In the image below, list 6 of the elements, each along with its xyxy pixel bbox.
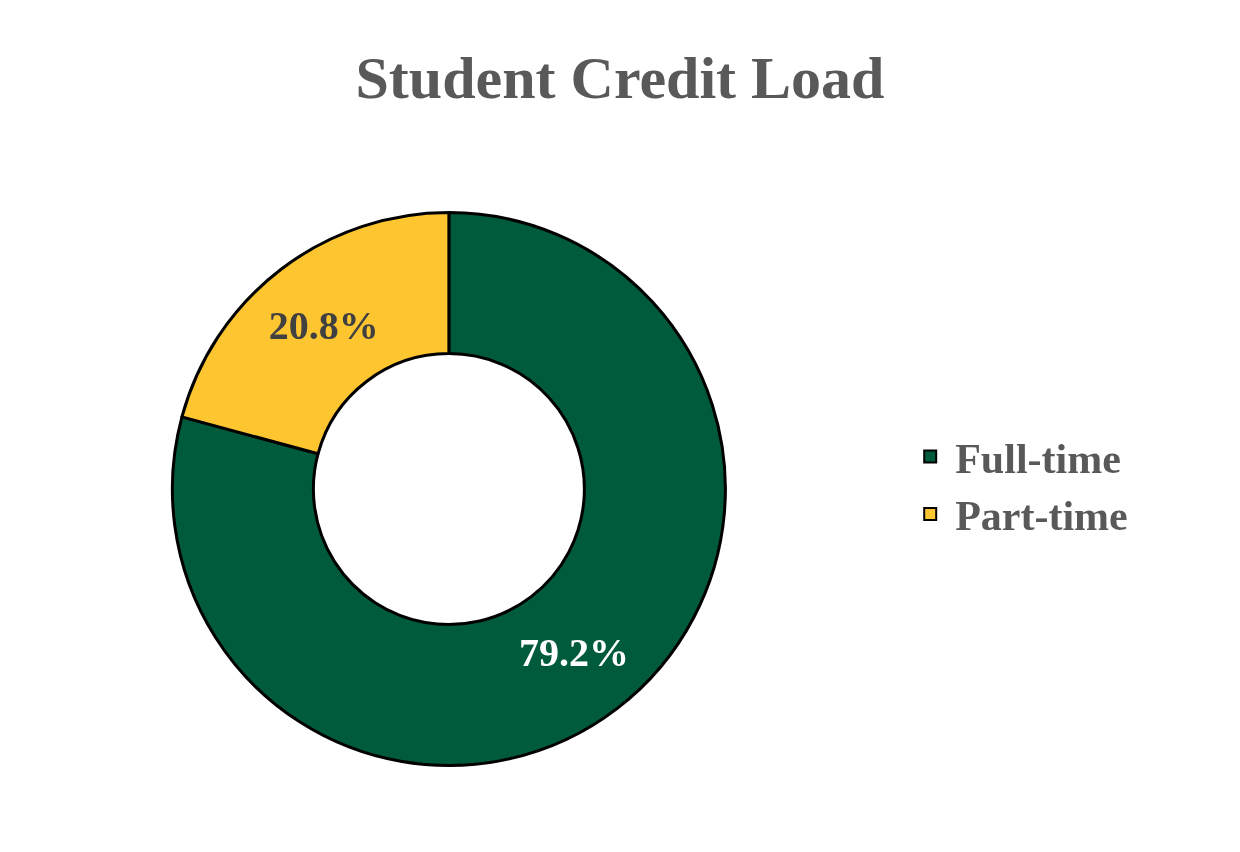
legend-label: Full-time xyxy=(955,435,1121,482)
data-label: 79.2% xyxy=(519,630,630,676)
legend-label: Part-time xyxy=(955,493,1128,540)
chart-title: Student Credit Load xyxy=(355,44,885,111)
data-label: 20.8% xyxy=(268,302,379,348)
donut-slice xyxy=(170,211,727,767)
